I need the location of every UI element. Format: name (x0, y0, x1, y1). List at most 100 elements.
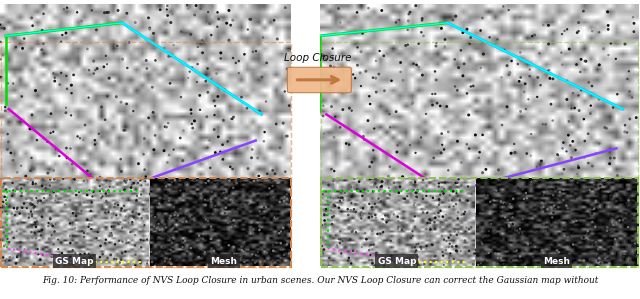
Point (212, 10, 223, 15)
Point (422, 210, 432, 215)
Point (95, 189, 105, 193)
Point (452, 88, 463, 93)
Point (319, 213, 330, 217)
Point (282, 239, 292, 244)
Point (90, 68, 100, 73)
Point (343, 213, 353, 217)
Point (273, 180, 284, 184)
Point (619, 251, 629, 256)
Point (533, 178, 543, 182)
Point (70, 244, 81, 249)
Point (568, 231, 579, 236)
Point (167, 241, 177, 245)
Point (228, 115, 239, 120)
Point (119, 128, 129, 132)
Point (606, 193, 616, 198)
Point (148, 200, 159, 205)
Point (504, 7, 514, 12)
Point (206, 197, 216, 202)
Point (51, 222, 61, 227)
Point (268, 184, 278, 188)
Point (19, 247, 29, 252)
Point (595, 222, 605, 227)
Point (625, 179, 636, 184)
Point (333, 237, 344, 241)
Point (481, 167, 491, 172)
Point (65, 186, 75, 191)
Point (412, 62, 422, 67)
Point (154, 210, 164, 215)
Point (456, 183, 467, 188)
Point (344, 106, 355, 111)
Point (443, 129, 453, 134)
Point (509, 190, 519, 195)
Point (268, 189, 278, 194)
Point (612, 227, 623, 232)
Point (553, 205, 563, 210)
Point (618, 218, 628, 222)
Point (376, 217, 387, 222)
Point (229, 251, 239, 256)
Point (112, 44, 122, 48)
Point (122, 178, 132, 183)
Point (424, 246, 434, 251)
Point (422, 184, 432, 189)
Point (127, 182, 137, 187)
Point (107, 215, 117, 220)
Point (475, 211, 485, 216)
Point (323, 183, 333, 187)
Point (136, 192, 147, 197)
Point (257, 75, 267, 80)
Point (438, 263, 449, 267)
Point (36, 227, 47, 232)
Point (32, 138, 42, 143)
Point (92, 66, 102, 71)
Point (597, 218, 607, 223)
Point (539, 199, 549, 204)
Point (147, 256, 157, 261)
Point (120, 179, 130, 183)
Point (539, 190, 549, 195)
Point (323, 199, 333, 204)
Point (221, 205, 231, 210)
Point (428, 103, 438, 107)
Point (231, 255, 241, 260)
Point (168, 12, 178, 16)
Point (246, 155, 257, 160)
Point (342, 189, 352, 194)
Point (571, 202, 581, 207)
Point (273, 223, 283, 228)
Point (373, 196, 383, 201)
Point (99, 64, 109, 69)
Point (44, 183, 54, 187)
Point (7, 230, 17, 235)
Point (40, 186, 51, 190)
Point (572, 172, 582, 176)
Point (204, 179, 214, 183)
Point (16, 242, 26, 247)
Point (418, 178, 428, 182)
Point (629, 219, 639, 224)
Point (620, 192, 630, 197)
Point (378, 222, 388, 227)
Point (588, 260, 598, 264)
Point (403, 28, 413, 32)
Point (341, 141, 351, 146)
Point (317, 221, 328, 225)
Point (227, 117, 237, 121)
Point (375, 184, 385, 189)
Point (130, 222, 140, 227)
Point (232, 251, 242, 256)
Point (152, 203, 163, 208)
Point (556, 211, 566, 216)
Point (413, 260, 423, 265)
Point (440, 44, 450, 49)
Point (502, 63, 512, 68)
Point (260, 200, 270, 205)
Point (266, 257, 276, 262)
Point (344, 226, 354, 231)
Point (330, 114, 340, 119)
Point (60, 202, 70, 207)
Point (589, 182, 599, 187)
Point (568, 139, 578, 144)
